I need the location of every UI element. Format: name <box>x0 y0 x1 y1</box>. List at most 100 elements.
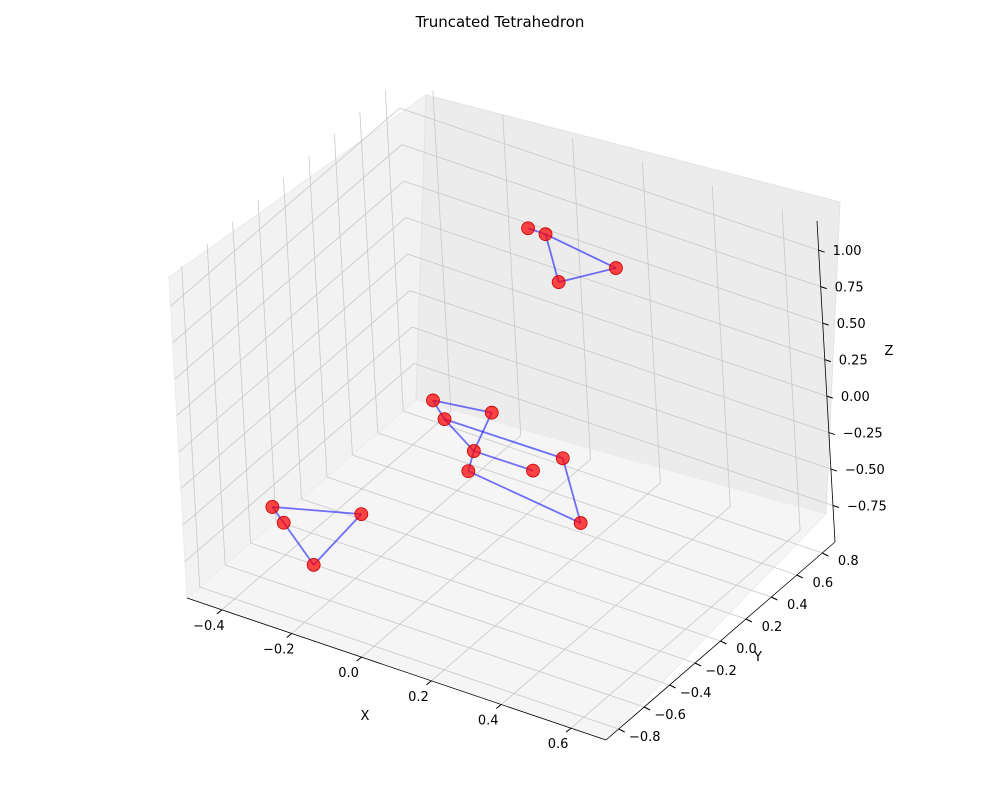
y-grid-floor <box>352 454 772 598</box>
z-grid-left <box>176 217 407 416</box>
edge-line <box>443 418 475 452</box>
y-grid-left <box>384 89 404 412</box>
z-tick-label: 0.75 <box>835 281 864 296</box>
x-grid-back <box>432 90 452 412</box>
y-grid-left <box>181 265 201 588</box>
x-grid-back <box>642 161 661 483</box>
z-grid-back <box>411 326 832 470</box>
x-tick-mark <box>356 656 362 662</box>
vertex-point <box>265 500 280 514</box>
z-tick-mark <box>826 395 833 399</box>
axes: −0.4−0.20.00.20.40.6 −0.8−0.6−0.4−0.20.00… <box>186 220 887 752</box>
vertex-point <box>526 463 540 478</box>
y-tick-mark <box>694 662 702 667</box>
x-grid-back <box>781 209 801 531</box>
z-tick-mark <box>824 359 831 363</box>
z-tick-mark <box>822 322 829 326</box>
y-tick-mark <box>720 640 727 645</box>
y-grid-left <box>232 221 252 544</box>
y-grid-left <box>333 133 353 456</box>
x-grid-back <box>502 114 522 436</box>
y-tick-label: −0.8 <box>629 730 661 745</box>
z-tick-mark <box>830 468 838 472</box>
z-tick-label: 0.25 <box>839 354 868 369</box>
y-grid-floor <box>377 432 797 576</box>
x-tick-label: 0.2 <box>408 690 429 705</box>
z-tick-mark <box>828 432 836 436</box>
x-axis-label: X <box>361 709 370 724</box>
y-tick-label: −0.4 <box>680 686 712 701</box>
y-grid-floor <box>301 498 721 642</box>
vertex-point <box>426 393 440 408</box>
vertex-point <box>437 412 452 427</box>
y-tick-mark <box>771 596 778 601</box>
z-tick-label: −0.75 <box>847 500 887 515</box>
x-tick-mark <box>495 704 502 709</box>
edge-line <box>544 233 560 283</box>
vertex-point <box>521 221 535 236</box>
vertex-point <box>551 275 566 289</box>
data-points <box>265 221 623 572</box>
vertex-point <box>354 507 369 522</box>
z-grid-back <box>409 290 829 433</box>
y-grid-left <box>257 199 277 522</box>
x-tick-label: 0.4 <box>478 714 499 729</box>
vertex-point <box>573 516 588 530</box>
z-grid-left <box>174 180 404 380</box>
edge-line <box>272 506 362 516</box>
z-tick-mark <box>818 249 825 253</box>
y-tick-mark <box>669 684 676 689</box>
vertex-point <box>538 227 553 242</box>
y-grid-left <box>308 155 328 478</box>
z-tick-label: −0.25 <box>843 427 883 442</box>
vertex-point <box>306 557 321 572</box>
vertex-point <box>484 405 499 420</box>
z-axis-label: Z <box>885 344 894 359</box>
y-grid-floor <box>403 410 823 554</box>
edge-line <box>545 233 617 269</box>
z-grid-back <box>403 180 823 324</box>
edge-line <box>558 267 617 283</box>
y-grid-floor <box>225 564 645 708</box>
z-grid-left <box>182 326 413 526</box>
z-grid-left <box>170 107 400 307</box>
y-grid-floor <box>326 476 747 620</box>
edge-line <box>473 450 534 472</box>
y-grid-floor <box>250 542 670 686</box>
y-tick-label: 0.8 <box>838 554 859 569</box>
vertex-point <box>461 464 476 479</box>
x-tick-mark <box>426 680 432 686</box>
z-grid-back <box>407 253 827 397</box>
z-grid-left <box>184 363 415 562</box>
y-tick-mark <box>618 728 625 733</box>
y-tick-mark <box>822 552 829 557</box>
z-grid-back <box>413 363 834 506</box>
z-grid-left <box>178 253 409 453</box>
edge-line <box>282 522 315 566</box>
vertex-point <box>555 451 570 466</box>
y-grid-floor <box>275 520 696 664</box>
vertex-point <box>609 261 623 275</box>
y-grid-floor <box>199 586 619 730</box>
vertex-point <box>466 444 481 458</box>
edge-line <box>444 418 564 460</box>
z-grid-back <box>401 144 821 288</box>
x-tick-mark <box>216 609 223 615</box>
chart-title: Truncated Tetrahedron <box>415 13 585 31</box>
grid-lines <box>170 89 834 730</box>
x-grid-back <box>711 185 731 507</box>
y-tick-label: −0.6 <box>654 708 686 723</box>
x-tick-label: 0.0 <box>338 666 359 681</box>
edge-line <box>467 470 582 524</box>
x-tick-label: −0.2 <box>263 643 295 658</box>
y-tick-label: 0.4 <box>787 598 808 613</box>
z-tick-label: 0.00 <box>841 390 870 405</box>
z-tick-mark <box>820 286 827 290</box>
x-grid-back <box>572 138 591 460</box>
x-tick-mark <box>565 727 572 733</box>
y-tick-label: 0.0 <box>736 642 757 657</box>
y-tick-mark <box>643 706 651 711</box>
edge-line <box>561 457 582 524</box>
x-axis-line <box>186 597 607 741</box>
